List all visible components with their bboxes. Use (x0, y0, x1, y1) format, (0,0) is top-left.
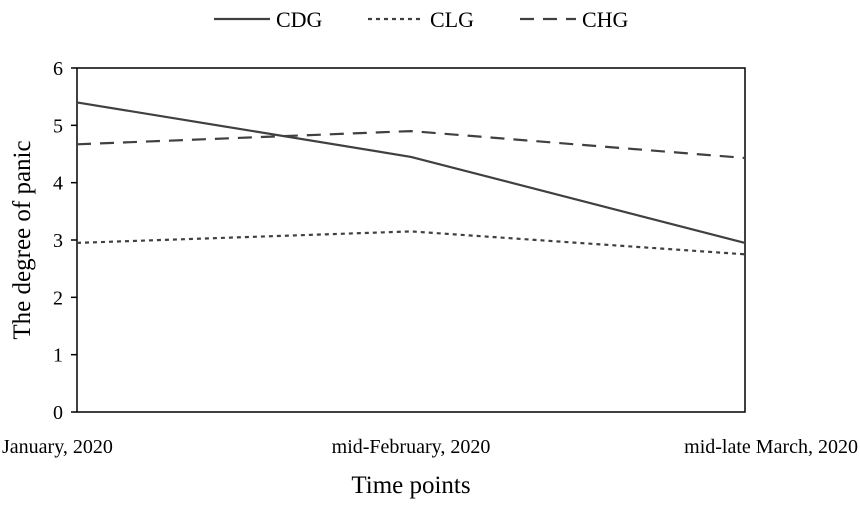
y-axis-label: The degree of panic (9, 140, 36, 339)
y-tick-label: 0 (53, 402, 63, 424)
legend-label: CHG (582, 7, 629, 32)
legend: CDG CLG CHG (214, 7, 629, 32)
x-axis: January, 2020 mid-February, 2020 mid-late … (2, 436, 858, 458)
y-tick-label: 6 (53, 58, 63, 80)
y-tick-label: 3 (53, 230, 63, 252)
plot-lines (76, 101, 746, 256)
y-tick-label: 1 (53, 345, 63, 367)
x-tick-label: mid-late March, 2020 (684, 436, 858, 458)
legend-label: CLG (430, 7, 474, 32)
x-tick-label: mid-February, 2020 (332, 436, 491, 458)
y-tick-label: 4 (53, 173, 63, 195)
series-line-chg (76, 129, 746, 160)
y-tick-label: 2 (53, 287, 63, 309)
x-tick-label: January, 2020 (2, 436, 113, 458)
x-axis-label: Time points (351, 472, 470, 499)
y-axis: 0 1 2 3 4 5 6 (53, 58, 746, 424)
y-tick-label: 5 (53, 115, 63, 137)
legend-label: CDG (276, 7, 323, 32)
series-line-cdg (76, 101, 746, 244)
series-line-clg (76, 230, 746, 256)
